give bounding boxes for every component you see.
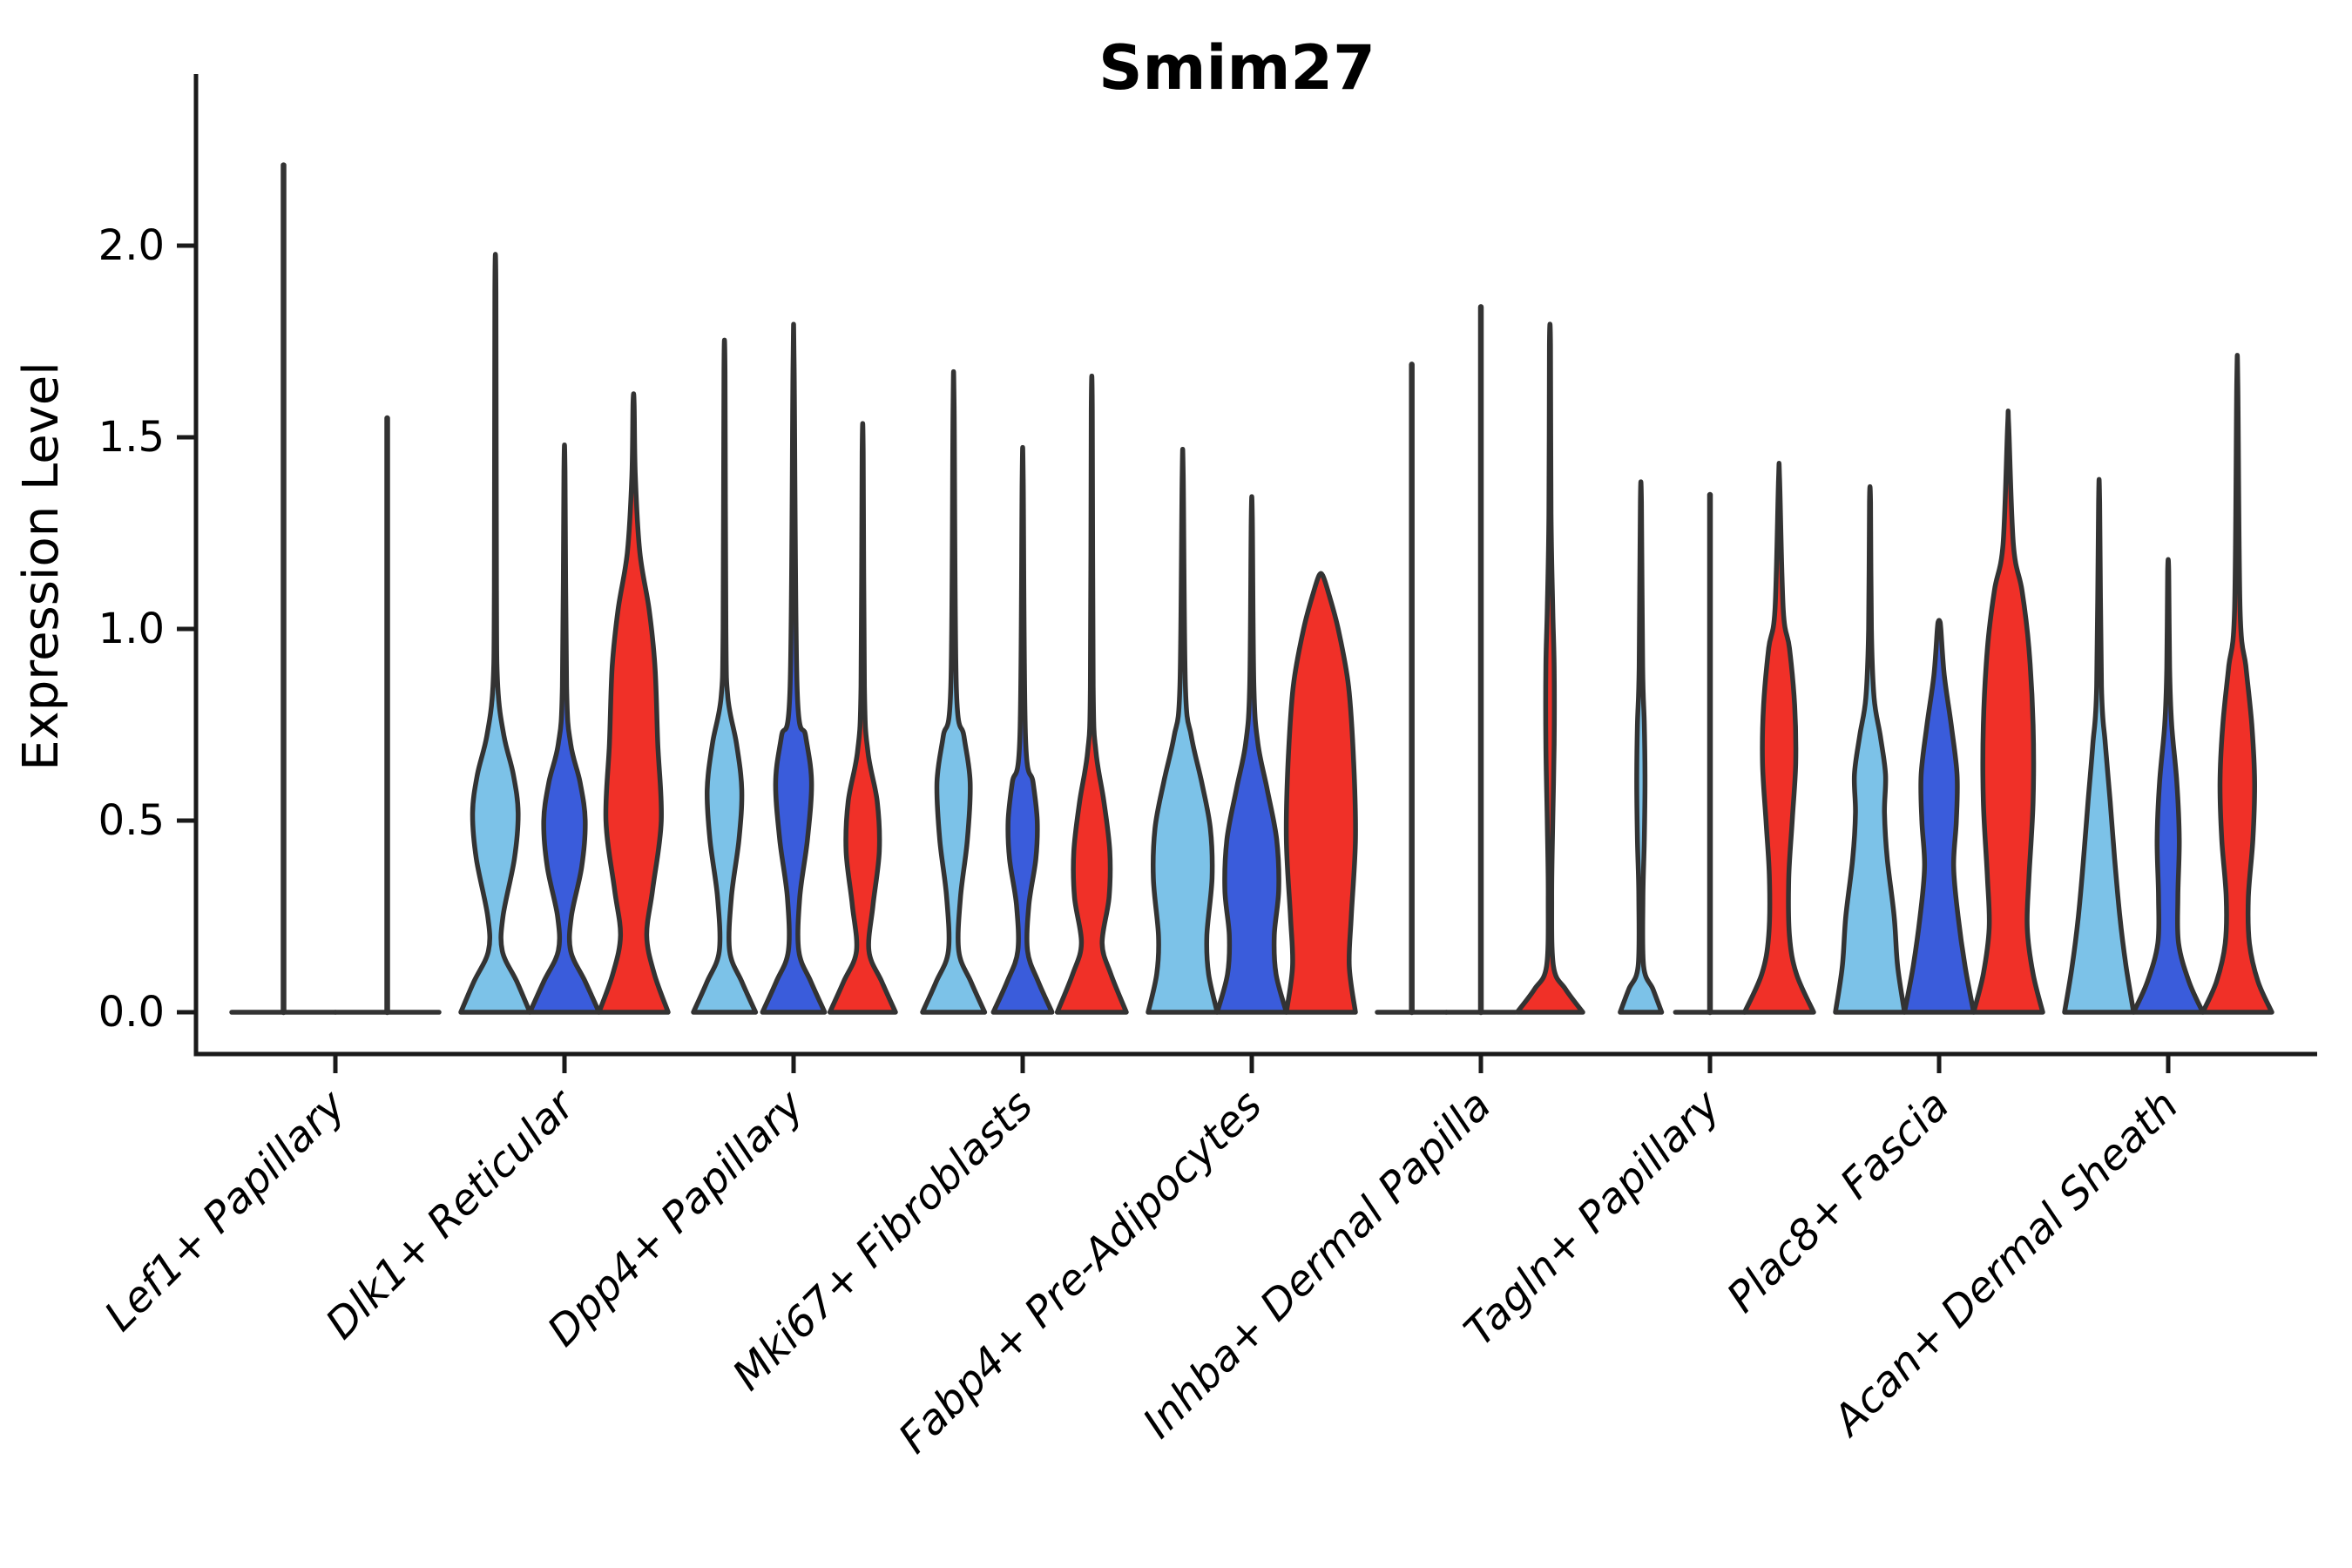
violin-red-mki67-fibroblasts — [1054, 374, 1129, 1015]
x-category-label: Plac8+ Fascia — [1718, 1081, 1959, 1322]
violin-darkblue-dlk1-reticular — [527, 443, 602, 1015]
x-category-label: Lef1+ Papillary — [95, 1080, 355, 1341]
violin-lightblue-mki67-fibroblasts — [920, 369, 988, 1015]
violin-darkblue-dpp4-papillary — [760, 321, 828, 1015]
axes-layer — [177, 74, 2317, 1073]
y-tick-label: 2.0 — [98, 221, 165, 270]
violin-lightblue-dpp4-papillary — [691, 337, 759, 1015]
y-tick-label: 0.5 — [98, 796, 165, 845]
violin-red-fabp4-pre-adipocytes — [1283, 571, 1358, 1015]
y-tick-label: 1.0 — [98, 605, 165, 653]
violin-lightblue-tagln-papillary — [1618, 479, 1665, 1015]
violin-red-acan-dermal-sheath — [2200, 353, 2274, 1015]
x-category-label: Fabp4+ Pre-Adipocytes — [889, 1081, 1272, 1463]
violin-red-inhba-dermal-papilla — [1514, 321, 1585, 1015]
violin-darkblue-mki67-fibroblasts — [990, 444, 1055, 1015]
violin-lightblue-acan-dermal-sheath — [2062, 476, 2137, 1015]
chart-title: Smim27 — [1098, 32, 1375, 104]
violin-red-plac8-fascia — [1970, 409, 2045, 1015]
y-tick-label: 0.0 — [98, 988, 165, 1037]
violin-darkblue-fabp4-pre-adipocytes — [1214, 494, 1289, 1015]
violin-lightblue-dlk1-reticular — [458, 252, 533, 1015]
y-axis-label: Expression Level — [13, 362, 70, 771]
violin-red-dlk1-reticular — [596, 391, 671, 1015]
violin-red-dpp4-papillary — [827, 421, 898, 1015]
y-tick-label: 1.5 — [98, 413, 165, 462]
x-category-label: Dpp4+ Papillary — [538, 1080, 814, 1355]
violin-lightblue-plac8-fascia — [1833, 483, 1908, 1015]
violin-darkblue-plac8-fascia — [1902, 618, 1977, 1015]
violins-layer — [229, 162, 2274, 1016]
violin-red-tagln-papillary — [1741, 460, 1816, 1015]
x-category-label: Tagln+ Papillary — [1455, 1080, 1730, 1355]
violin-darkblue-acan-dermal-sheath — [2131, 557, 2206, 1015]
x-category-label: Dlk1+ Reticular — [316, 1079, 586, 1349]
violin-lightblue-fabp4-pre-adipocytes — [1146, 447, 1220, 1015]
